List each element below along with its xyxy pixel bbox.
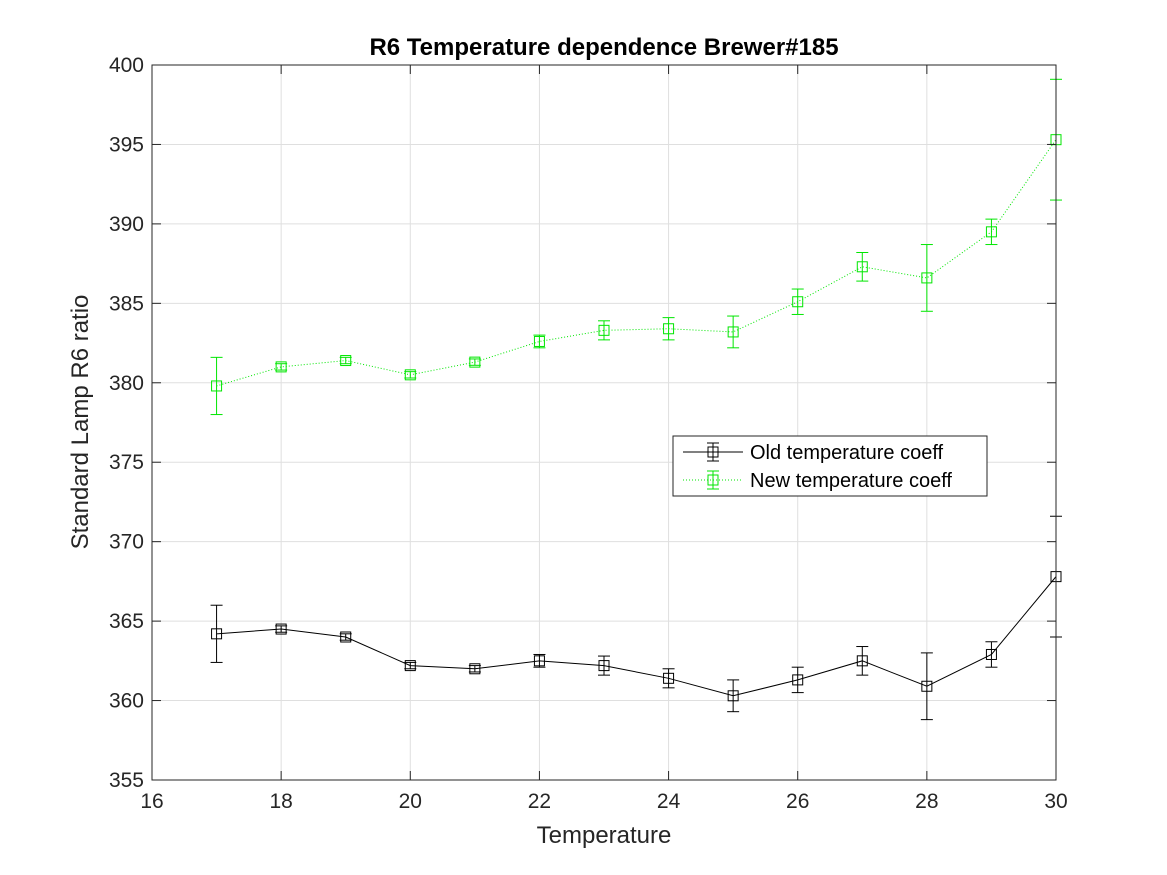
data-point bbox=[275, 361, 287, 373]
x-tick-label: 18 bbox=[269, 790, 292, 813]
data-point bbox=[792, 296, 804, 308]
data-point bbox=[404, 369, 416, 381]
data-point bbox=[985, 226, 997, 238]
y-tick-label: 360 bbox=[109, 690, 144, 713]
data-point bbox=[340, 355, 352, 367]
legend-box bbox=[672, 435, 988, 497]
data-point bbox=[469, 356, 481, 368]
legend-label-old: Old temperature coeff bbox=[750, 442, 944, 464]
y-tick-label: 375 bbox=[109, 451, 144, 474]
data-point bbox=[598, 324, 610, 336]
legend-marker-old bbox=[707, 446, 719, 458]
data-point bbox=[663, 672, 675, 684]
data-point bbox=[275, 623, 287, 635]
y-tick-label: 370 bbox=[109, 531, 144, 554]
data-point bbox=[856, 655, 868, 667]
data-point bbox=[792, 674, 804, 686]
data-point bbox=[598, 660, 610, 672]
data-point bbox=[533, 655, 545, 667]
legend-label-new: New temperature coeff bbox=[750, 470, 952, 492]
x-tick-label: 20 bbox=[399, 790, 422, 813]
y-tick-label: 380 bbox=[109, 372, 144, 395]
legend: Old temperature coeff New temperature co… bbox=[672, 435, 988, 497]
x-tick-label: 26 bbox=[786, 790, 809, 813]
y-tick-label: 385 bbox=[109, 292, 144, 315]
legend-marker-new bbox=[707, 474, 719, 486]
data-point bbox=[856, 261, 868, 273]
data-point bbox=[921, 680, 933, 692]
x-tick-label: 16 bbox=[140, 790, 163, 813]
data-point bbox=[663, 323, 675, 335]
data-point bbox=[469, 663, 481, 675]
y-tick-label: 355 bbox=[109, 769, 144, 792]
series-old bbox=[210, 515, 1062, 721]
data-point bbox=[727, 326, 739, 338]
plot-frame bbox=[151, 64, 1057, 781]
data-point bbox=[340, 631, 352, 643]
chart-title: R6 Temperature dependence Brewer#185 bbox=[369, 34, 838, 61]
data-point bbox=[211, 380, 223, 392]
x-tick-label: 24 bbox=[657, 790, 681, 813]
y-tick-label: 400 bbox=[109, 54, 144, 77]
series-line bbox=[216, 139, 1057, 387]
y-axis-label: Standard Lamp R6 ratio bbox=[67, 295, 94, 550]
y-tick-label: 365 bbox=[109, 610, 144, 633]
y-tick-label: 390 bbox=[109, 213, 144, 236]
data-point bbox=[727, 690, 739, 702]
y-tick-label: 395 bbox=[109, 133, 144, 156]
series-layer bbox=[210, 78, 1062, 721]
x-axis-label: Temperature bbox=[537, 822, 672, 849]
x-tick-label: 28 bbox=[915, 790, 938, 813]
data-point bbox=[533, 335, 545, 347]
data-point bbox=[404, 660, 416, 672]
x-tick-label: 22 bbox=[528, 790, 551, 813]
ticks: 16 18 20 22 24 26 28 30 355 360 365 370 375 380 385 390… bbox=[109, 54, 1068, 813]
x-tick-label: 30 bbox=[1044, 790, 1067, 813]
data-point bbox=[985, 648, 997, 660]
data-point bbox=[211, 628, 223, 640]
data-point bbox=[921, 272, 933, 284]
series-line bbox=[216, 576, 1057, 697]
